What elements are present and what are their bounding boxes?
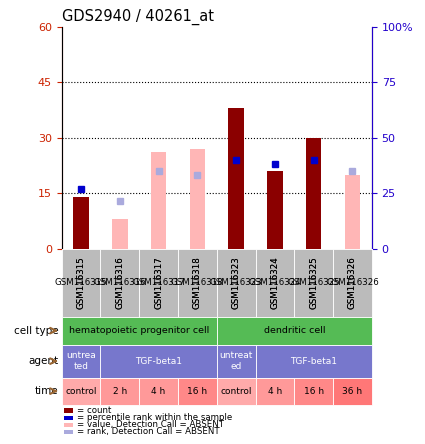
Text: GSM116318: GSM116318 (193, 256, 202, 309)
Bar (345, 174, 360, 249)
Bar (333, 378, 372, 404)
Text: 16 h: 16 h (187, 387, 207, 396)
Bar (217, 249, 255, 317)
Bar (139, 249, 178, 317)
Text: untrea
ted: untrea ted (66, 352, 96, 371)
Text: 16 h: 16 h (303, 387, 324, 396)
Bar (294, 378, 333, 404)
Text: GSM116324: GSM116324 (270, 256, 279, 309)
Bar (112, 219, 128, 249)
Bar (333, 249, 372, 317)
Bar (64, 430, 73, 434)
Text: 2 h: 2 h (113, 387, 127, 396)
Text: GSM116315: GSM116315 (76, 256, 85, 309)
Text: GSM116325: GSM116325 (309, 256, 318, 309)
Bar (267, 171, 283, 249)
Text: = value, Detection Call = ABSENT: = value, Detection Call = ABSENT (77, 420, 224, 429)
Bar (306, 138, 321, 249)
Bar (294, 249, 333, 317)
Text: TGF-beta1: TGF-beta1 (135, 357, 182, 366)
Bar (73, 197, 89, 249)
Bar (64, 416, 73, 420)
Text: GSM116323: GSM116323 (210, 278, 263, 287)
Bar (62, 249, 100, 317)
Text: hematopoietic progenitor cell: hematopoietic progenitor cell (69, 326, 209, 335)
Bar (100, 249, 139, 317)
Bar (64, 408, 73, 412)
Bar (333, 249, 372, 317)
Bar (62, 249, 100, 317)
Text: 36 h: 36 h (343, 387, 363, 396)
Text: GSM116323: GSM116323 (232, 256, 241, 309)
Text: GSM116315: GSM116315 (76, 256, 85, 309)
Text: cell type: cell type (14, 325, 59, 336)
Bar (62, 378, 100, 404)
Text: GSM116316: GSM116316 (115, 256, 124, 309)
Bar (178, 249, 217, 317)
Text: = rank, Detection Call = ABSENT: = rank, Detection Call = ABSENT (77, 428, 220, 436)
Bar (139, 249, 178, 317)
Text: GDS2940 / 40261_at: GDS2940 / 40261_at (62, 9, 214, 25)
Bar (217, 345, 255, 378)
Bar (62, 345, 100, 378)
Text: GSM116326: GSM116326 (326, 278, 379, 287)
Text: GSM116326: GSM116326 (348, 256, 357, 309)
Text: GSM116316: GSM116316 (94, 278, 146, 287)
Text: control: control (65, 387, 97, 396)
Text: GSM116318: GSM116318 (193, 256, 202, 309)
Text: GSM116323: GSM116323 (232, 256, 241, 309)
Bar (100, 345, 217, 378)
Text: GSM116316: GSM116316 (115, 256, 124, 309)
Text: GSM116324: GSM116324 (249, 278, 301, 287)
Bar (139, 378, 178, 404)
Bar (64, 423, 73, 427)
Bar (178, 378, 217, 404)
Bar (217, 317, 372, 345)
Bar (255, 345, 372, 378)
Text: agent: agent (28, 356, 59, 366)
Text: GSM116324: GSM116324 (270, 256, 279, 309)
Bar (255, 378, 294, 404)
Text: GSM116317: GSM116317 (154, 256, 163, 309)
Text: dendritic cell: dendritic cell (264, 326, 325, 335)
Text: 4 h: 4 h (151, 387, 166, 396)
Text: GSM116318: GSM116318 (171, 278, 224, 287)
Bar (217, 378, 255, 404)
Text: GSM116315: GSM116315 (55, 278, 108, 287)
Text: GSM116325: GSM116325 (287, 278, 340, 287)
Text: control: control (221, 387, 252, 396)
Bar (294, 249, 333, 317)
Bar (151, 152, 166, 249)
Bar (228, 108, 244, 249)
Text: 4 h: 4 h (268, 387, 282, 396)
Text: untreat
ed: untreat ed (219, 352, 253, 371)
Bar (217, 249, 255, 317)
Text: GSM116317: GSM116317 (154, 256, 163, 309)
Text: = count: = count (77, 406, 111, 415)
Bar (255, 249, 294, 317)
Text: GSM116317: GSM116317 (132, 278, 185, 287)
Bar (255, 249, 294, 317)
Bar (190, 149, 205, 249)
Text: TGF-beta1: TGF-beta1 (290, 357, 337, 366)
Text: = percentile rank within the sample: = percentile rank within the sample (77, 413, 232, 422)
Bar (100, 249, 139, 317)
Bar (178, 249, 217, 317)
Bar (100, 378, 139, 404)
Text: GSM116326: GSM116326 (348, 256, 357, 309)
Bar (62, 317, 217, 345)
Text: GSM116325: GSM116325 (309, 256, 318, 309)
Text: time: time (35, 386, 59, 396)
